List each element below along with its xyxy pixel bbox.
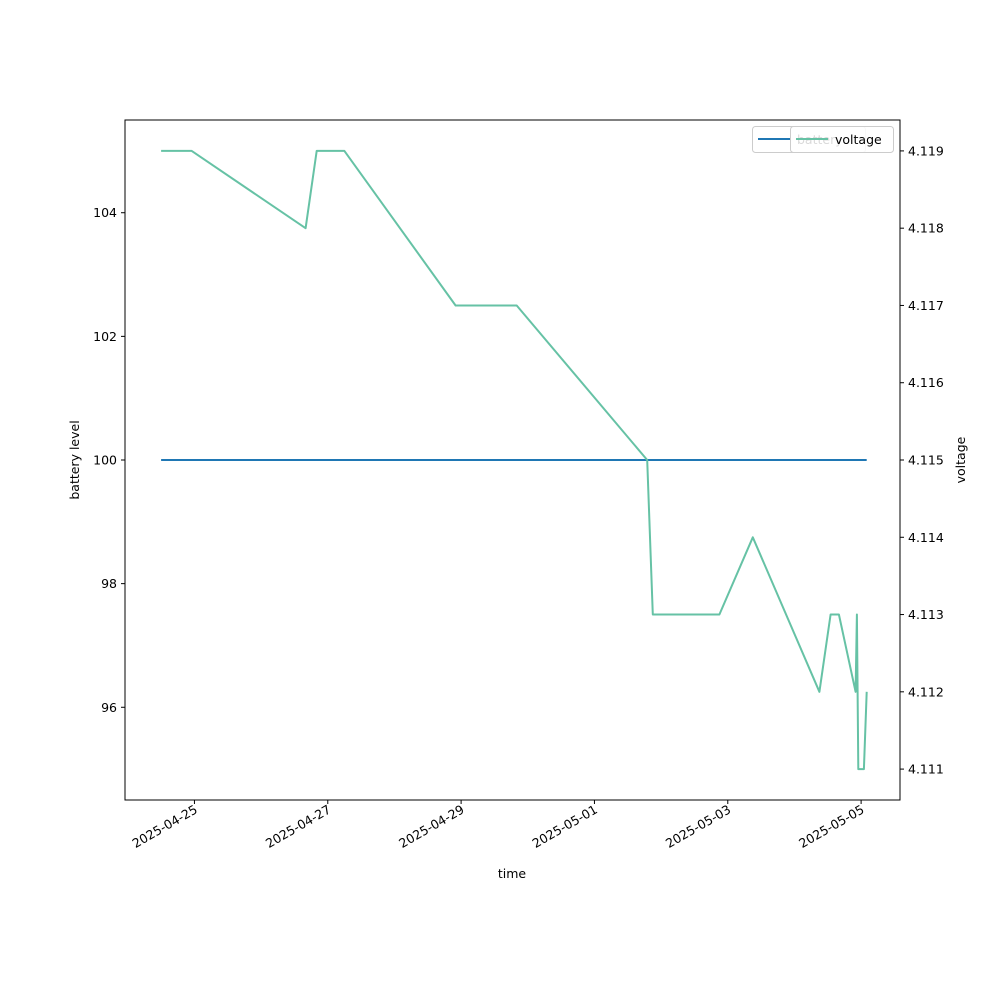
y2-tick-label: 4.119 [908, 143, 944, 158]
legend-voltage-label: voltage [835, 132, 882, 147]
y-tick-label: 98 [101, 576, 117, 591]
y2-tick-label: 4.113 [908, 607, 944, 622]
x-axis-label: time [498, 866, 527, 881]
legend-voltage-frame [790, 126, 894, 153]
y-axis-label: battery level [67, 420, 82, 499]
y2-tick-label: 4.118 [908, 221, 944, 236]
y2-tick-label: 4.116 [908, 375, 944, 390]
y-tick-label: 100 [93, 453, 117, 468]
plot-area [161, 149, 868, 771]
y-tick-label: 104 [93, 205, 117, 220]
series-line-voltage [161, 149, 868, 771]
y-tick-label: 102 [93, 329, 117, 344]
y2-tick-label: 4.112 [908, 684, 944, 699]
y2-tick-label: 4.111 [908, 762, 944, 777]
legend-voltage: voltage [790, 126, 894, 153]
y2-axis-label: voltage [953, 436, 968, 483]
y2-tick-label: 4.115 [908, 453, 944, 468]
y2-tick-label: 4.117 [908, 298, 944, 313]
y-tick-label: 96 [101, 700, 117, 715]
y2-tick-label: 4.114 [908, 530, 944, 545]
